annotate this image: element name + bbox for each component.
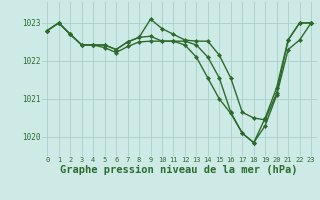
X-axis label: Graphe pression niveau de la mer (hPa): Graphe pression niveau de la mer (hPa) bbox=[60, 165, 298, 175]
